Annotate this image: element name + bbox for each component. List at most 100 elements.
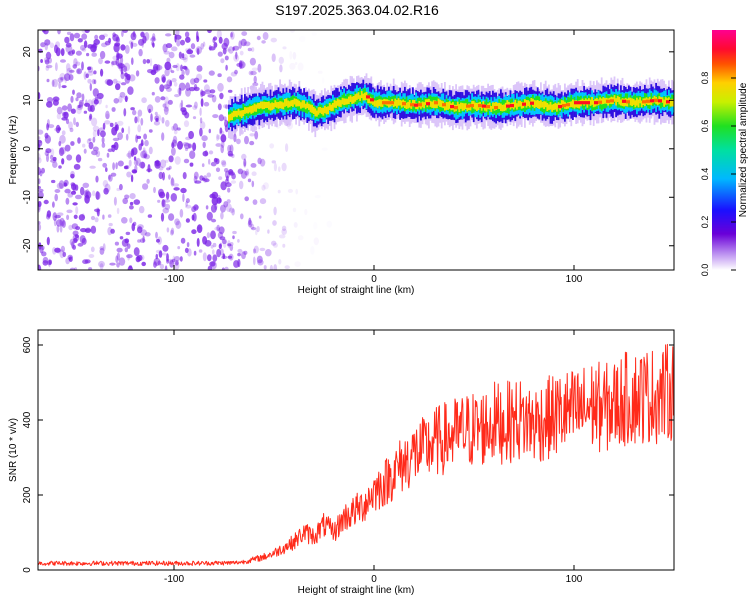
spectrogram-noise-dot [259,198,267,205]
spectrogram-noise-dot [169,80,172,87]
spectrogram-noise-dot [158,250,163,258]
spectrogram-noise-dot [298,235,304,240]
spectrogram-noise-dot [62,251,67,258]
spectrogram-noise-dot [135,70,140,77]
spectrogram-noise-dot [73,32,81,39]
spectrogram-ridge-cell [400,100,403,108]
spectrogram-noise-dot [211,196,219,206]
spectrogram-noise-dot [54,189,61,193]
spectrogram-noise-dot [77,38,83,43]
spectrogram-noise-dot [63,179,69,187]
spectrogram-noise-dot [111,144,116,153]
spectrogram-noise-dot [224,119,228,128]
spectrogram-y-tick-label: 0 [22,146,33,152]
spectrogram-noise-dot [204,89,212,95]
spectrogram-noise-dot [152,66,159,74]
spectrogram-noise-dot [160,96,166,101]
spectrogram-noise-dot [207,94,215,98]
spectrogram-noise-dot [101,136,105,144]
spectrogram-noise-dot [170,70,175,74]
spectrogram-noise-dot [82,259,89,265]
spectrogram-noise-dot [237,239,240,243]
spectrogram-ridge-cell [324,105,326,114]
spectrogram-noise-dot [191,214,195,221]
spectrogram-noise-dot [226,76,233,83]
spectrogram-noise-dot [87,66,92,71]
spectrogram-noise-dot [75,121,80,127]
spectrogram-noise-dot [44,42,48,51]
spectrogram-noise-dot [208,128,211,134]
spectrogram-noise-dot [203,79,208,83]
spectrogram-ridge-cell [506,100,509,109]
spectrogram-noise-dot [46,97,54,103]
spectrogram-noise-dot [129,193,136,200]
spectrogram-noise-dot [164,159,169,163]
spectrogram-noise-dot [102,180,109,188]
spectrogram-noise-dot [279,64,283,73]
spectrogram-noise-dot [154,160,160,164]
snr-panel: -100 0 100 0 200 400 600 Height of straight l… [8,329,675,596]
spectrogram-ridge-cell [589,99,592,106]
spectrogram-noise-dot [38,48,43,53]
spectrogram-noise-dot [313,222,317,230]
spectrogram-noise-dot [213,42,218,48]
spectrogram-noise-dot [241,153,247,160]
spectrogram-noise-dot [39,170,43,177]
spectrogram-noise-dot [58,165,62,169]
spectrogram-noise-dot [208,70,215,76]
spectrogram-noise-dot [157,236,162,245]
spectrogram-ridge-cell [664,97,667,105]
spectrogram-ridge-cell [244,107,246,114]
spectrogram-noise-dot [173,123,178,131]
spectrogram-noise-dot [251,47,255,52]
spectrogram-noise-dot [117,132,123,141]
spectrogram-noise-dot [292,207,297,213]
spectrogram-noise-dot [201,163,205,168]
spectrogram-noise-dot [214,203,218,211]
spectrogram-noise-dot [59,72,66,82]
spectrogram-noise-dot [224,178,230,185]
spectrogram-noise-dot [265,249,272,257]
spectrogram-ridge-cell [423,102,425,109]
spectrogram-noise-dot [89,165,96,169]
spectrogram-ridge-cell [444,103,446,111]
spectrogram-noise-dot [205,205,209,210]
spectrogram-noise-dot [214,226,220,231]
spectrogram-peak-cell [658,99,662,103]
spectrogram-ridge-cell [424,99,427,105]
spectrogram-noise-dot [153,120,160,126]
spectrogram-ridge-cell [538,101,541,109]
spectrogram-noise-dot [228,171,235,176]
spectrogram-ridge-cell [456,101,459,110]
spectrogram-noise-dot [93,79,97,85]
spectrogram-noise-dot [155,117,159,122]
spectrogram-noise-dot [200,89,204,98]
colorbar: 0.0 0.2 0.4 0.6 0.8 Normalized spectral ampl… [700,30,749,276]
spectrogram-noise-dot [155,253,159,260]
spectrogram-ridge-cell [501,104,504,112]
spectrogram-peak-cell [586,101,590,105]
spectrogram-noise-dot [186,49,194,55]
spectrogram-noise-dot [281,228,288,235]
spectrogram-noise-dot [229,244,234,252]
spectrogram-noise-dot [192,116,197,120]
spectrogram-noise-dot [90,225,97,234]
spectrogram-noise-dot [193,83,198,90]
spectrogram-noise-dot [50,148,55,158]
spectrogram-noise-dot [171,46,178,52]
spectrogram-noise-dot [219,236,226,241]
spectrogram-noise-dot [116,252,120,261]
spectrogram-noise-dot [199,121,206,130]
spectrogram-peak-cell [578,101,582,105]
spectrogram-noise-dot [196,65,203,72]
spectrogram-noise-dot [201,135,208,142]
spectrogram-noise-dot [206,211,213,221]
spectrogram-noise-dot [84,228,92,233]
spectrogram-noise-dot [130,107,135,111]
spectrogram-noise-dot [52,99,59,106]
spectrogram-noise-dot [184,247,189,253]
spectrogram-noise-dot [77,137,81,144]
spectrogram-noise-dot [111,61,115,66]
spectrogram-ridge-cell [458,104,461,113]
